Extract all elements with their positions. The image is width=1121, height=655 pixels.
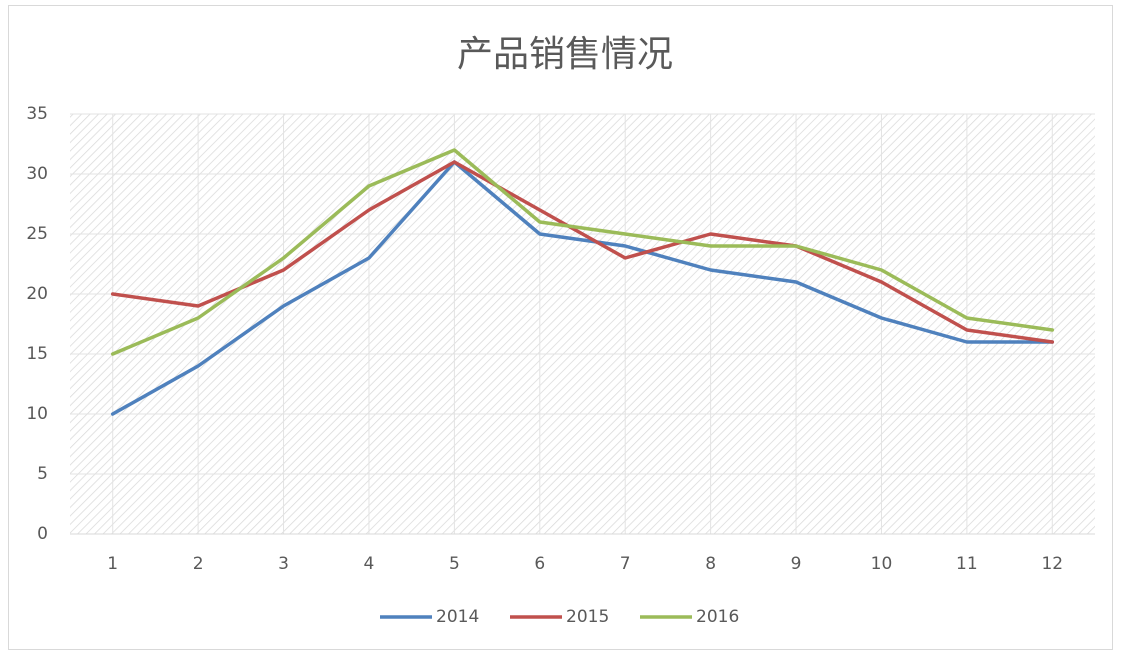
legend-label: 2015 — [566, 607, 609, 627]
series-line — [110, 148, 1055, 356]
y-tick-label: 15 — [26, 344, 48, 364]
x-tick-label: 10 — [871, 554, 893, 574]
y-tick-label: 30 — [26, 164, 48, 184]
x-tick-label: 8 — [705, 554, 716, 574]
y-tick-label: 35 — [26, 104, 48, 124]
x-tick-label: 4 — [364, 554, 375, 574]
legend-label: 2016 — [696, 607, 739, 627]
series-line — [110, 160, 1055, 344]
y-tick-label: 5 — [37, 464, 48, 484]
x-tick-label: 6 — [534, 554, 545, 574]
x-tick-label: 9 — [791, 554, 802, 574]
y-tick-label: 20 — [26, 284, 48, 304]
x-tick-label: 3 — [278, 554, 289, 574]
y-tick-label: 0 — [37, 524, 48, 544]
y-tick-label: 25 — [26, 224, 48, 244]
y-tick-label: 10 — [26, 404, 48, 424]
chart-title: 产品销售情况 — [457, 34, 673, 75]
x-tick-label: 1 — [107, 554, 118, 574]
x-tick-label: 5 — [449, 554, 460, 574]
x-tick-label: 7 — [620, 554, 631, 574]
x-tick-label: 12 — [1041, 554, 1063, 574]
plot-area — [70, 114, 1095, 534]
x-tick-label: 2 — [193, 554, 204, 574]
x-tick-label: 11 — [956, 554, 978, 574]
series-line — [110, 160, 1055, 416]
legend-label: 2014 — [436, 607, 479, 627]
